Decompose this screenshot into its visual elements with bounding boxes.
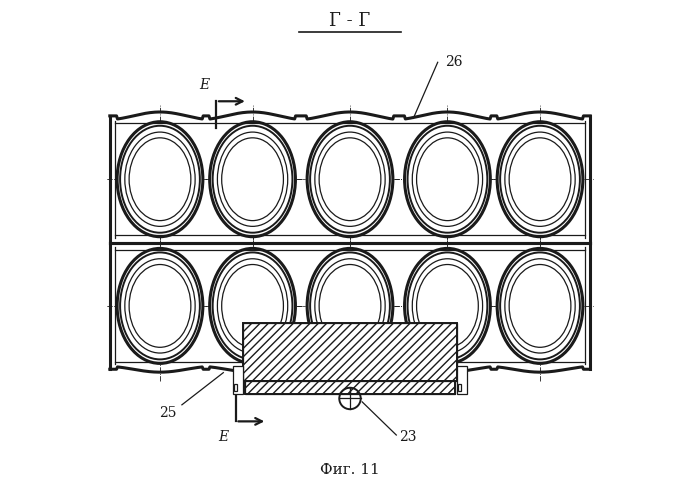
Text: Г - Г: Г - Г xyxy=(330,12,370,30)
Bar xyxy=(234,384,237,391)
Ellipse shape xyxy=(210,122,295,237)
Bar xyxy=(245,381,455,393)
Ellipse shape xyxy=(117,248,203,364)
Bar xyxy=(243,323,457,381)
Polygon shape xyxy=(285,323,318,338)
Ellipse shape xyxy=(497,248,583,364)
Text: 25: 25 xyxy=(160,406,177,420)
Ellipse shape xyxy=(210,248,295,364)
Ellipse shape xyxy=(405,122,490,237)
Bar xyxy=(243,323,457,381)
Bar xyxy=(245,381,455,393)
Bar xyxy=(457,366,467,393)
Ellipse shape xyxy=(497,122,583,237)
Polygon shape xyxy=(382,323,415,338)
Text: Фиг. 11: Фиг. 11 xyxy=(320,463,380,477)
Ellipse shape xyxy=(307,248,393,364)
Text: E: E xyxy=(218,430,228,444)
Text: 26: 26 xyxy=(445,55,463,69)
Bar xyxy=(233,366,243,393)
Bar xyxy=(458,384,461,391)
Ellipse shape xyxy=(117,122,203,237)
Ellipse shape xyxy=(405,248,490,364)
Text: E: E xyxy=(199,78,209,93)
Text: 23: 23 xyxy=(399,430,416,444)
Ellipse shape xyxy=(307,122,393,237)
